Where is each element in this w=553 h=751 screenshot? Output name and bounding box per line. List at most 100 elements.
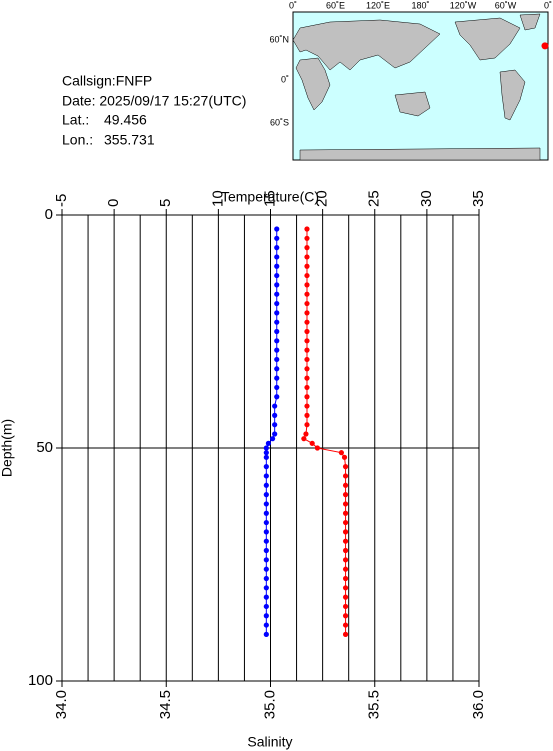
profile-point (274, 338, 280, 344)
profile-point (274, 366, 280, 372)
profile-point (304, 254, 310, 260)
profile-point (342, 510, 349, 516)
profile-point (304, 245, 310, 251)
profile-point (263, 519, 269, 526)
profile-point (309, 440, 315, 446)
profile-point (304, 263, 310, 269)
profile-point (274, 254, 280, 260)
profile-point (342, 557, 349, 563)
profile-point (274, 226, 280, 232)
profile-point (274, 356, 280, 363)
profile-point (272, 403, 278, 409)
y-axis-label: Depth(m) (0, 419, 15, 477)
profile-point (304, 375, 310, 381)
x2-tick-label: 0 (105, 199, 122, 207)
profile-point (263, 454, 269, 460)
profile-point (304, 235, 310, 241)
profile-point (263, 613, 269, 619)
map-lon-label: 60˚E (326, 0, 345, 10)
profile-point (274, 375, 280, 381)
profile-point (272, 422, 278, 428)
map-lat-label: 0˚ (281, 74, 289, 84)
profile-point (304, 310, 310, 316)
x-tick-label: 35.5 (366, 690, 383, 719)
profile-line (303, 228, 347, 635)
profile-point (304, 347, 310, 353)
profile-point (304, 338, 310, 344)
profile-point (274, 300, 280, 307)
profile-point (342, 482, 349, 488)
lon-value: 355.731 (104, 132, 155, 148)
x2-tick-label: 35 (470, 190, 487, 207)
x-tick-label: 34.5 (157, 690, 174, 719)
map-lat-label: 60˚S (270, 117, 289, 127)
lat-label: Lat.: (62, 112, 89, 128)
profile-point (304, 403, 310, 409)
profile-point (274, 310, 280, 316)
profile-point (274, 291, 280, 297)
profile-point (342, 566, 349, 572)
map (292, 11, 549, 161)
x-tick-label: 34.0 (53, 690, 70, 719)
y-tick-label: 0 (45, 206, 53, 223)
profile-point (304, 300, 310, 307)
profile-point (263, 585, 269, 591)
profile-point (274, 272, 280, 279)
profile-point (304, 356, 310, 363)
map-lon-label: 120˚W (450, 0, 477, 10)
profile-point (263, 603, 269, 610)
profile-point (301, 436, 307, 442)
profile-point (274, 235, 280, 241)
profile-point (274, 319, 280, 325)
y-tick-label: 50 (36, 439, 53, 456)
profile-point (263, 547, 269, 554)
profile-point (342, 492, 349, 498)
profile-point (304, 282, 310, 288)
x2-tick-label: -5 (53, 194, 70, 207)
x-axis-label: Salinity (247, 734, 292, 750)
profile-point (263, 557, 269, 563)
map-marker (541, 42, 549, 50)
profile-point (304, 328, 310, 335)
profile-point (263, 622, 269, 628)
profile-point (274, 282, 280, 288)
profile-point (274, 328, 280, 335)
profile-point (269, 436, 276, 442)
profile-point (342, 631, 349, 638)
profile-point (274, 245, 280, 251)
x-tick-label: 35.0 (261, 690, 278, 719)
profile-point (263, 501, 269, 507)
profile-point (263, 538, 269, 544)
profile-point (274, 394, 280, 400)
profile-point (263, 566, 269, 572)
callsign: Callsign:FNFP (62, 73, 152, 89)
profile-point (263, 492, 269, 498)
profile-point (263, 482, 269, 488)
x2-tick-label: 5 (157, 199, 174, 207)
date: Date: 2025/09/17 15:27(UTC) (62, 93, 246, 109)
profile-point (263, 450, 269, 456)
profile-point (263, 529, 269, 535)
map-lon-label: 180˚ (411, 0, 429, 10)
y-tick-label: 100 (28, 672, 53, 689)
x-tick-label: 36.0 (470, 690, 487, 719)
profile-point (263, 594, 269, 600)
profile-point (304, 366, 310, 372)
map-lon-label: 0˚ (544, 0, 552, 10)
profile-point (263, 575, 269, 582)
profile-point (304, 319, 310, 325)
profile-point (342, 547, 349, 554)
profile-point (263, 631, 269, 638)
profile-point (263, 510, 269, 516)
profile-point (342, 473, 349, 479)
profile-point (272, 431, 278, 437)
profile-point (304, 412, 310, 418)
profile-point (272, 412, 278, 418)
x2-tick-label: 25 (366, 190, 383, 207)
profile-point (342, 594, 349, 600)
profile-point (304, 226, 310, 232)
profile-point (342, 575, 349, 582)
lon-label: Lon.: (62, 132, 93, 148)
map-land (292, 13, 541, 161)
